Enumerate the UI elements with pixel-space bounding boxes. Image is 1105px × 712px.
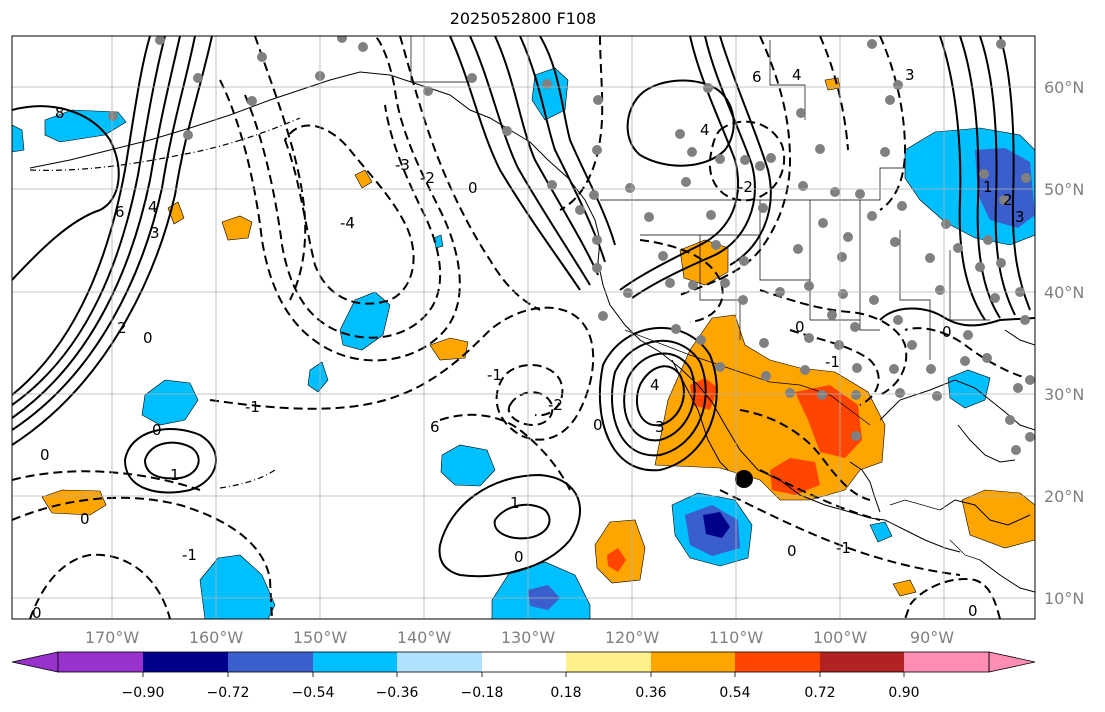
strong-positive-mexico	[795, 385, 862, 458]
svg-text:0: 0	[32, 604, 42, 622]
svg-text:-2: -2	[738, 178, 753, 196]
colorbar-bin	[482, 652, 566, 672]
svg-text:0: 0	[143, 329, 153, 347]
svg-text:0: 0	[468, 179, 478, 197]
svg-text:2: 2	[1003, 191, 1013, 209]
colorbar-tick-label: −0.90	[122, 685, 165, 701]
colorbar-tick-label: 0.36	[635, 685, 666, 701]
colorbar-bin	[143, 652, 228, 672]
colorbar-tick-label: −0.72	[207, 685, 250, 701]
colorbar-bin	[904, 652, 989, 672]
lon-label-130w: 130°W	[501, 628, 556, 647]
lon-label-150w: 150°W	[293, 628, 348, 647]
latitude-labels: 60°N 50°N 40°N 30°N 20°N 10°N	[1044, 78, 1084, 608]
colorbar-bin	[58, 652, 143, 672]
svg-text:3: 3	[150, 224, 160, 242]
lon-label-120w: 120°W	[605, 628, 660, 647]
svg-text:3: 3	[1015, 208, 1025, 226]
lat-label-10n: 10°N	[1044, 589, 1084, 608]
colorbar-tick-label: −0.18	[461, 685, 504, 701]
svg-text:0: 0	[593, 416, 603, 434]
svg-text:8: 8	[55, 104, 65, 122]
svg-text:0: 0	[968, 602, 978, 620]
svg-text:-1: -1	[182, 546, 197, 564]
graticule	[12, 36, 1035, 619]
highlight-marker	[735, 470, 753, 488]
island-chain	[29, 117, 301, 489]
lat-label-30n: 30°N	[1044, 385, 1084, 404]
positive-anomaly-caribbean	[961, 489, 1035, 549]
svg-text:-3: -3	[395, 156, 410, 174]
strong-positive-mexico-2	[770, 458, 820, 495]
svg-text:0: 0	[787, 542, 797, 560]
colorbar-bin	[820, 652, 904, 672]
colorbar-tick-label: 0.18	[550, 685, 581, 701]
longitude-labels: 170°W 160°W 150°W 140°W 130°W 120°W 110°…	[85, 628, 954, 647]
svg-text:0: 0	[40, 446, 50, 464]
colorbar-tick-label: −0.36	[376, 685, 419, 701]
lat-label-40n: 40°N	[1044, 283, 1084, 302]
svg-text:3: 3	[905, 66, 915, 84]
map-area	[12, 36, 1035, 619]
coastlines	[29, 71, 1035, 593]
lon-label-170w: 170°W	[85, 628, 140, 647]
map-frame	[11, 35, 1036, 620]
svg-text:4: 4	[650, 376, 660, 394]
positive-contours	[12, 36, 1035, 578]
svg-text:-2: -2	[548, 396, 563, 414]
lon-label-90w: 90°W	[910, 628, 954, 647]
svg-text:0: 0	[942, 323, 952, 341]
svg-text:4: 4	[700, 121, 710, 139]
colorbar-extend-high	[988, 651, 1036, 673]
contour-labels: 8 6 4 3 2 0 0 1 0 0 -1 0 -1 -4 -3 -2 0 -…	[32, 66, 1025, 622]
svg-text:2: 2	[117, 319, 127, 337]
colorbar-bin	[397, 652, 482, 672]
strong-negative-canada	[975, 148, 1035, 228]
svg-text:3: 3	[655, 418, 665, 436]
negative-contours	[12, 36, 1035, 619]
lat-label-20n: 20°N	[1044, 487, 1084, 506]
colorbar-tick-label: 0.54	[719, 685, 750, 701]
colorbar-tick-label: 0.90	[888, 685, 919, 701]
svg-text:6: 6	[115, 203, 125, 221]
colorbar-extend-low	[11, 651, 59, 673]
svg-text:4: 4	[148, 198, 158, 216]
station-markers	[108, 36, 1035, 455]
svg-text:1: 1	[510, 494, 520, 512]
colorbar-bin	[651, 652, 735, 672]
svg-text:0: 0	[152, 421, 162, 439]
svg-text:6: 6	[430, 418, 440, 436]
svg-text:0: 0	[514, 548, 524, 566]
svg-text:-2: -2	[420, 169, 435, 187]
lat-label-60n: 60°N	[1044, 78, 1084, 97]
colorbar-bin	[735, 652, 820, 672]
svg-text:1: 1	[170, 466, 180, 484]
svg-text:4: 4	[792, 66, 802, 84]
lat-label-50n: 50°N	[1044, 180, 1084, 199]
colorbar-bin	[566, 652, 651, 672]
strongest-negative-pacific	[703, 512, 730, 538]
negative-anomaly-central-pacific	[199, 554, 276, 619]
svg-text:-1: -1	[825, 353, 840, 371]
colorbar-bin	[228, 652, 313, 672]
colorbar-tick-label: 0.72	[804, 685, 835, 701]
map-title: 2025052800 F108	[449, 9, 597, 28]
svg-text:0: 0	[795, 318, 805, 336]
lon-label-160w: 160°W	[189, 628, 244, 647]
svg-text:-1: -1	[487, 366, 502, 384]
svg-text:-1: -1	[836, 539, 851, 557]
lon-label-140w: 140°W	[397, 628, 452, 647]
colorbar: −0.90 −0.72 −0.54 −0.36 −0.18 0.18 0.36 …	[11, 651, 1036, 701]
svg-text:-1: -1	[245, 398, 260, 416]
colorbar-bin	[313, 652, 397, 672]
svg-text:-4: -4	[340, 214, 355, 232]
lon-label-110w: 110°W	[709, 628, 764, 647]
colorbar-tick-label: −0.54	[292, 685, 335, 701]
svg-text:6: 6	[752, 68, 762, 86]
svg-text:1: 1	[983, 178, 993, 196]
lon-label-100w: 100°W	[813, 628, 868, 647]
svg-text:0: 0	[80, 510, 90, 528]
